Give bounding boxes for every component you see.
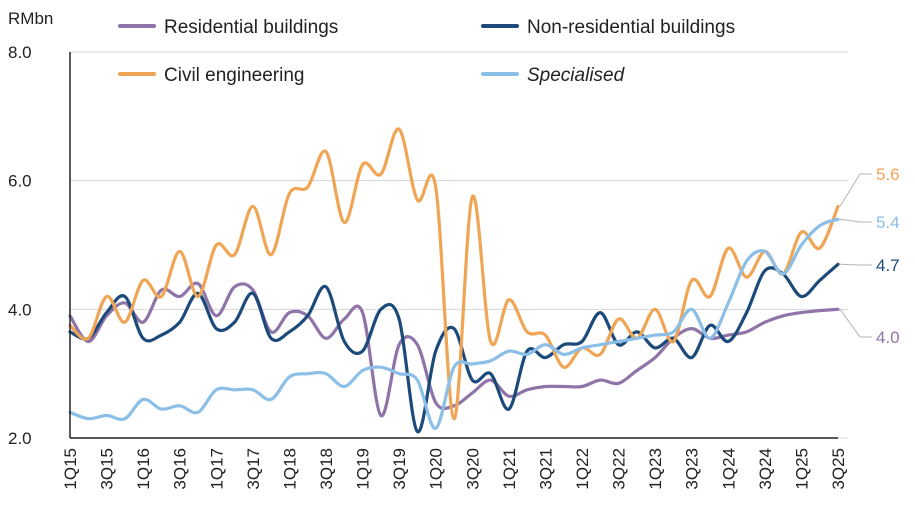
- end-labels: 4.0 4.7 5.6 5.4: [840, 165, 900, 347]
- x-tick-label: 1Q25: [792, 448, 811, 490]
- x-tick-label: 3Q23: [683, 448, 702, 490]
- legend-label: Non-residential buildings: [527, 17, 735, 38]
- x-tick-label: 3Q16: [171, 448, 190, 490]
- x-tick-label: 1Q19: [354, 448, 373, 490]
- x-tick-label: 3Q25: [829, 448, 848, 490]
- legend-label: Specialised: [527, 65, 626, 86]
- y-tick-label: 2.0: [8, 429, 32, 448]
- leader-line: [840, 309, 872, 337]
- x-axis: 1Q15 3Q15 1Q16 3Q16 1Q17 3Q17 1Q18 3Q18 1Q19 3Q19…: [61, 52, 848, 490]
- end-value-label: 5.4: [876, 213, 900, 232]
- legend-label: Civil engineering: [164, 65, 304, 86]
- end-value-label: 4.7: [876, 256, 900, 275]
- x-tick-label: 1Q15: [61, 448, 80, 490]
- series-line-residential-buildings: [70, 283, 838, 416]
- x-tick-label: 1Q22: [573, 448, 592, 490]
- x-tick-label: 1Q24: [719, 448, 738, 490]
- y-tick-label: 6.0: [8, 172, 32, 191]
- y-tick-label: 8.0: [8, 43, 32, 62]
- end-value-label: 5.6: [876, 165, 900, 184]
- x-tick-label: 3Q24: [756, 448, 775, 490]
- x-tick-label: 1Q18: [280, 448, 299, 490]
- x-tick-label: 3Q21: [536, 448, 555, 490]
- x-tick-label: 3Q18: [317, 448, 336, 490]
- x-tick-label: 1Q20: [427, 448, 446, 490]
- x-tick-label: 1Q23: [646, 448, 665, 490]
- x-tick-label: 1Q21: [500, 448, 519, 490]
- x-tick-label: 3Q15: [98, 448, 117, 490]
- x-tick-label: 3Q20: [463, 448, 482, 490]
- x-tick-label: 3Q22: [610, 448, 629, 490]
- y-tick-label: 4.0: [8, 300, 32, 319]
- series-line-specialised: [70, 219, 838, 428]
- line-chart: 2.0 4.0 6.0 8.0 RMbn 1Q15 3Q15 1Q16 3Q16 1Q17 3Q…: [0, 0, 915, 511]
- legend-label: Residential buildings: [164, 17, 338, 38]
- end-value-label: 4.0: [876, 328, 900, 347]
- series-line-civil-engineering: [70, 129, 838, 419]
- leader-line: [840, 219, 872, 222]
- y-axis-ticks: 2.0 4.0 6.0 8.0: [8, 43, 32, 448]
- x-tick-label: 3Q19: [390, 448, 409, 490]
- x-tick-label: 1Q17: [207, 448, 226, 490]
- y-axis-label: RMbn: [8, 9, 53, 28]
- x-tick-label: 1Q16: [134, 448, 153, 490]
- x-tick-label: 3Q17: [244, 448, 263, 490]
- series-lines: [70, 129, 838, 432]
- leader-line: [840, 264, 872, 265]
- leader-line: [840, 174, 872, 206]
